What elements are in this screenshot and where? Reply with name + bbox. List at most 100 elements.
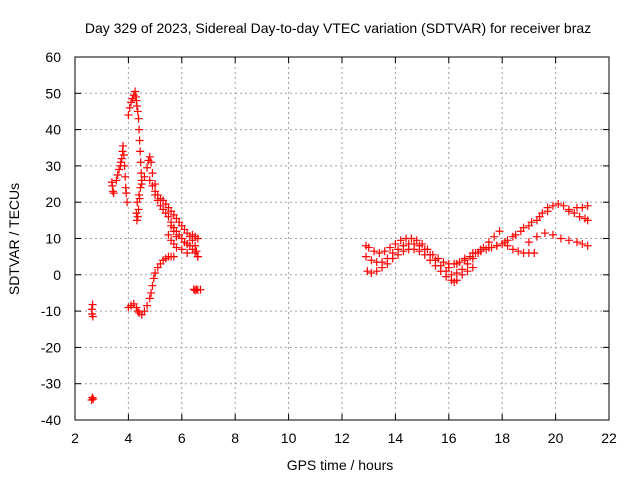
y-tick-label: 60 [45,49,61,65]
data-point [364,243,373,252]
data-point [148,181,157,190]
data-point [133,212,142,221]
data-point [112,176,121,185]
data-point [172,232,181,241]
data-point [572,238,581,247]
data-point [391,239,400,248]
x-tick-label: 6 [178,430,186,446]
data-point [519,223,528,232]
data-point [140,307,149,316]
data-point [495,227,504,236]
data-point [143,301,152,310]
data-point [196,285,205,294]
x-tick-label: 12 [334,430,350,446]
data-point [431,261,440,270]
x-tick-label: 18 [494,430,510,446]
data-point [107,178,116,187]
data-point [490,232,499,241]
data-point [540,229,549,238]
data-point [148,281,157,290]
x-tick-label: 20 [548,430,564,446]
data-point [370,247,379,256]
series-lower-curve [124,252,205,319]
series-evening-band [444,200,592,272]
y-tick-label: 10 [45,231,61,247]
data-point [460,254,469,263]
data-point [527,218,536,227]
data-point [164,230,173,239]
y-tick-label: 40 [45,122,61,138]
data-point [134,114,143,123]
data-point [125,103,134,112]
data-point [532,232,541,241]
data-point [120,161,129,170]
data-point [132,303,141,312]
x-tick-label: 16 [441,430,457,446]
data-point [177,245,186,254]
y-tick-label: 30 [45,158,61,174]
data-point [367,268,376,277]
data-point [554,200,563,209]
data-point [396,236,405,245]
data-point [444,263,453,272]
data-point [583,216,592,225]
data-point [378,263,387,272]
data-point [153,196,162,205]
data-point [164,212,173,221]
data-point [137,180,146,189]
data-point [556,234,565,243]
data-point [524,238,533,247]
data-point [133,307,142,316]
data-point [113,170,122,179]
data-point [145,152,154,161]
data-point [564,236,573,245]
x-axis-title: GPS time / hours [287,457,394,473]
x-tick-label: 2 [71,430,79,446]
series-outlier-low [87,300,98,405]
x-tick-label: 10 [281,430,297,446]
data-point [136,158,145,167]
data-point [436,267,445,276]
data-point [458,270,467,279]
data-point [127,98,136,107]
data-point [134,205,143,214]
y-tick-label: 50 [45,85,61,101]
plot-frame [74,56,610,421]
data-point [530,249,539,258]
data-point [399,247,408,256]
data-point [132,102,141,111]
data-point [583,201,592,210]
data-point [148,169,157,178]
data-point [135,190,144,199]
data-point [375,249,384,258]
data-point [367,256,376,265]
data-point [578,203,587,212]
data-point [442,272,451,281]
data-point [508,245,517,254]
series-descending-band-b [151,190,202,261]
data-point [452,259,461,268]
data-point [121,172,130,181]
data-point [410,245,419,254]
data-point [169,252,178,261]
data-point [169,227,178,236]
y-tick-label: -20 [41,339,61,355]
data-point [136,183,145,192]
y-axis-title: SDTVAR / TECUs [6,183,22,295]
data-point [452,268,461,277]
data-point [511,230,520,239]
y-tick-label: -10 [41,303,61,319]
series-afternoon-band-c [363,245,477,287]
data-point [116,158,125,167]
data-point [145,176,154,185]
data-point [407,234,416,243]
data-point [514,247,523,256]
data-point [135,125,144,134]
data-point [193,252,202,261]
chart-title: Day 329 of 2023, Sidereal Day-to-day VTE… [85,20,591,36]
data-point [108,187,117,196]
y-tick-label: 0 [53,267,61,283]
data-point [136,147,145,156]
data-point [578,239,587,248]
